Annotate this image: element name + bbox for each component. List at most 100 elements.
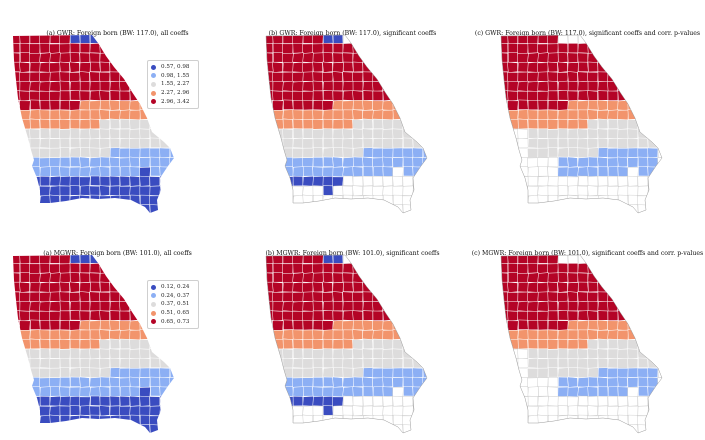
- county-polygon: [567, 424, 579, 433]
- county-polygon: [352, 281, 364, 293]
- county-polygon: [383, 194, 394, 205]
- county-polygon: [272, 43, 284, 54]
- county-polygon: [29, 367, 41, 378]
- county-polygon: [266, 262, 274, 274]
- county-polygon: [99, 272, 111, 283]
- county-polygon: [19, 424, 31, 433]
- county-polygon: [657, 157, 662, 168]
- county-polygon: [517, 291, 529, 302]
- county-polygon: [657, 424, 662, 433]
- county-polygon: [272, 292, 284, 303]
- county-polygon: [272, 424, 284, 433]
- county-polygon: [547, 71, 559, 83]
- county-polygon: [617, 376, 628, 388]
- county-polygon: [342, 118, 354, 130]
- county-polygon: [637, 415, 649, 426]
- county-polygon: [292, 128, 304, 139]
- county-polygon: [383, 414, 394, 425]
- county-polygon: [362, 185, 374, 196]
- county-polygon: [39, 395, 51, 407]
- county-polygon: [129, 52, 141, 63]
- county-polygon: [607, 415, 619, 426]
- county-polygon: [597, 386, 609, 397]
- county-polygon: [302, 71, 314, 82]
- county-polygon: [39, 368, 51, 379]
- county-polygon: [578, 61, 589, 72]
- county-polygon: [39, 185, 51, 197]
- county-polygon: [129, 368, 141, 379]
- county-polygon: [657, 71, 662, 83]
- county-polygon: [393, 194, 404, 205]
- county-polygon: [637, 424, 649, 433]
- county-polygon: [69, 52, 81, 63]
- county-polygon: [527, 368, 539, 379]
- county-polygon: [648, 255, 659, 264]
- county-polygon: [342, 405, 354, 416]
- county-polygon: [312, 310, 324, 321]
- county-polygon: [69, 386, 81, 397]
- county-polygon: [149, 195, 161, 206]
- county-polygon: [109, 414, 121, 426]
- county-polygon: [527, 43, 539, 54]
- county-polygon: [332, 194, 343, 206]
- county-polygon: [342, 157, 354, 168]
- county-polygon: [517, 80, 529, 92]
- county-polygon: [637, 90, 649, 101]
- county-polygon: [19, 263, 31, 274]
- county-polygon: [647, 367, 659, 379]
- county-polygon: [89, 255, 101, 264]
- county-polygon: [607, 90, 619, 101]
- county-polygon: [558, 376, 569, 387]
- county-polygon: [343, 395, 354, 406]
- county-polygon: [79, 367, 91, 378]
- county-polygon: [322, 147, 334, 159]
- county-polygon: [648, 414, 659, 425]
- county-polygon: [392, 147, 404, 158]
- county-polygon: [527, 301, 539, 312]
- county-polygon: [69, 128, 81, 139]
- county-polygon: [383, 434, 393, 440]
- county-polygon: [517, 263, 529, 274]
- county-polygon: [548, 415, 559, 425]
- county-polygon: [343, 281, 354, 292]
- map-group: [265, 254, 428, 440]
- county-polygon: [658, 434, 668, 440]
- county-polygon: [19, 396, 31, 407]
- county-polygon: [412, 329, 423, 340]
- county-polygon: [13, 42, 21, 54]
- county-polygon: [109, 338, 121, 350]
- county-polygon: [567, 119, 579, 130]
- county-polygon: [139, 109, 151, 120]
- county-polygon: [69, 338, 81, 350]
- county-polygon: [527, 128, 539, 139]
- county-polygon: [362, 255, 373, 265]
- county-polygon: [607, 147, 619, 159]
- county-polygon: [89, 109, 101, 120]
- county-polygon: [49, 43, 61, 54]
- county-polygon: [617, 81, 629, 92]
- county-polygon: [109, 137, 121, 149]
- county-polygon: [292, 338, 304, 350]
- county-polygon: [617, 52, 629, 63]
- county-polygon: [362, 137, 374, 149]
- county-polygon: [587, 291, 599, 303]
- county-polygon: [140, 194, 151, 205]
- county-polygon: [90, 61, 101, 72]
- county-polygon: [587, 195, 599, 206]
- county-polygon: [501, 71, 509, 82]
- county-polygon: [322, 80, 334, 92]
- county-polygon: [507, 109, 519, 121]
- county-polygon: [537, 263, 549, 274]
- county-polygon: [19, 386, 31, 397]
- county-polygon: [392, 128, 404, 140]
- county-polygon: [587, 301, 599, 312]
- county-polygon: [617, 156, 628, 168]
- county-polygon: [342, 301, 354, 312]
- county-polygon: [79, 386, 91, 398]
- county-polygon: [352, 166, 364, 178]
- county-polygon: [402, 185, 414, 196]
- county-polygon: [292, 377, 304, 388]
- county-polygon: [393, 434, 403, 440]
- county-polygon: [557, 42, 569, 54]
- county-polygon: [657, 128, 662, 140]
